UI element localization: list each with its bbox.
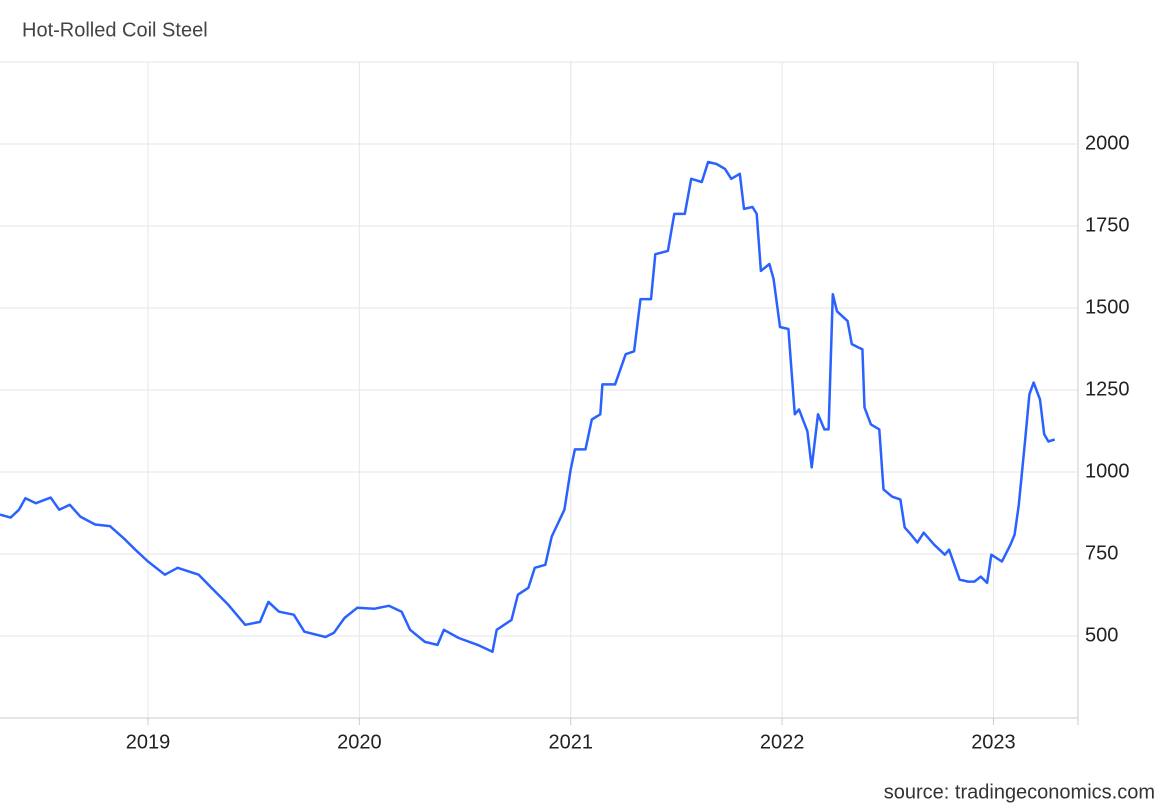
x-tick-label: 2023 xyxy=(971,731,1016,753)
y-tick-label: 2000 xyxy=(1085,132,1130,154)
y-tick-label: 1250 xyxy=(1085,378,1130,400)
x-tick-label: 2019 xyxy=(126,731,171,753)
y-tick-label: 1000 xyxy=(1085,460,1130,482)
chart-title: Hot-Rolled Coil Steel xyxy=(22,19,208,41)
price-line xyxy=(0,160,1056,653)
y-tick-label: 1750 xyxy=(1085,214,1130,236)
x-tick-label: 2021 xyxy=(548,731,593,753)
y-tick-label: 500 xyxy=(1085,624,1118,646)
y-tick-label: 750 xyxy=(1085,542,1118,564)
x-tick-label: 2020 xyxy=(337,731,382,753)
y-tick-label: 1500 xyxy=(1085,296,1130,318)
x-tick-label: 2022 xyxy=(760,731,805,753)
source-note: source: tradingeconomics.com xyxy=(884,781,1155,803)
